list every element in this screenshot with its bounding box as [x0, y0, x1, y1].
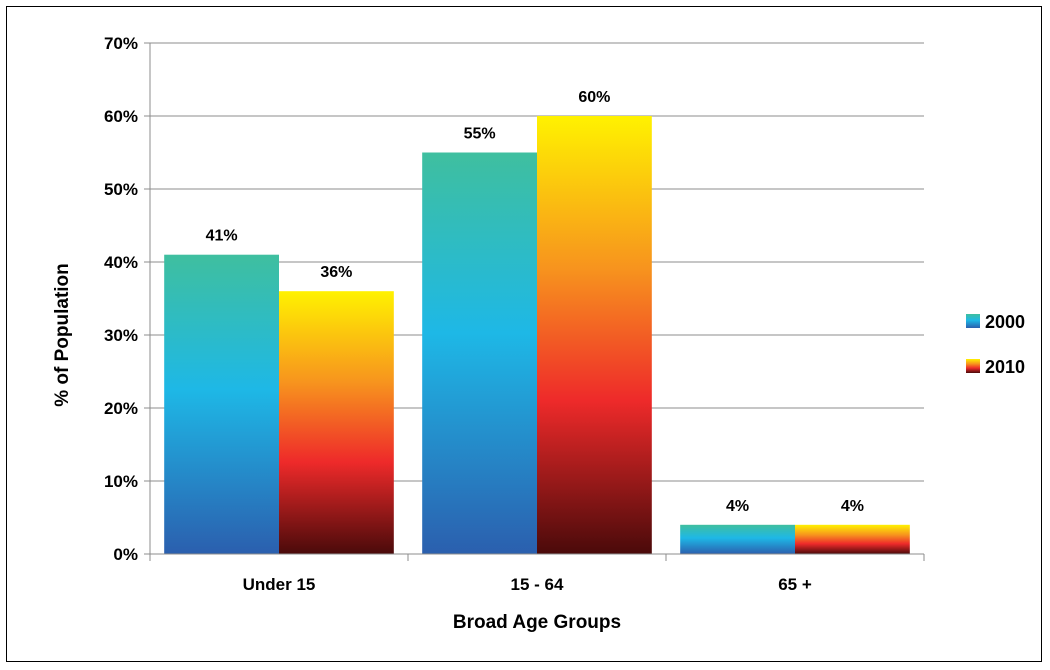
- bar-2010-1: [537, 116, 652, 554]
- y-tick-label: 10%: [104, 472, 138, 491]
- bar-2000-0: [164, 254, 279, 554]
- x-tick-label: 15 - 64: [511, 575, 564, 594]
- data-label: 55%: [464, 126, 496, 143]
- bar-2010-0: [279, 291, 394, 554]
- data-label: 60%: [578, 89, 610, 106]
- x-axis-title: Broad Age Groups: [453, 612, 621, 633]
- legend-label-2010: 2010: [985, 357, 1025, 377]
- bar-2000-2: [680, 524, 795, 554]
- legend: 2000 2010: [966, 312, 1025, 377]
- y-tick-label: 70%: [104, 34, 138, 53]
- legend-label-2000: 2000: [985, 312, 1025, 332]
- y-axis-title: % of Population: [52, 263, 73, 407]
- y-tick-label: 40%: [104, 253, 138, 272]
- data-label: 41%: [206, 228, 238, 245]
- y-tick-label: 50%: [104, 180, 138, 199]
- bar-2010-2: [795, 524, 910, 554]
- legend-swatch-2010: [966, 359, 980, 373]
- y-tick-label: 30%: [104, 326, 138, 345]
- bar-2000-1: [422, 152, 537, 554]
- data-label: 36%: [320, 264, 352, 281]
- legend-swatch-2000: [966, 314, 980, 328]
- x-tick-label: 65 +: [778, 575, 812, 594]
- data-label: 4%: [841, 498, 864, 515]
- x-tick-label: Under 15: [243, 575, 316, 594]
- y-tick-label: 0%: [113, 545, 138, 564]
- data-label: 4%: [726, 498, 749, 515]
- y-tick-label: 20%: [104, 399, 138, 418]
- y-tick-label: 60%: [104, 107, 138, 126]
